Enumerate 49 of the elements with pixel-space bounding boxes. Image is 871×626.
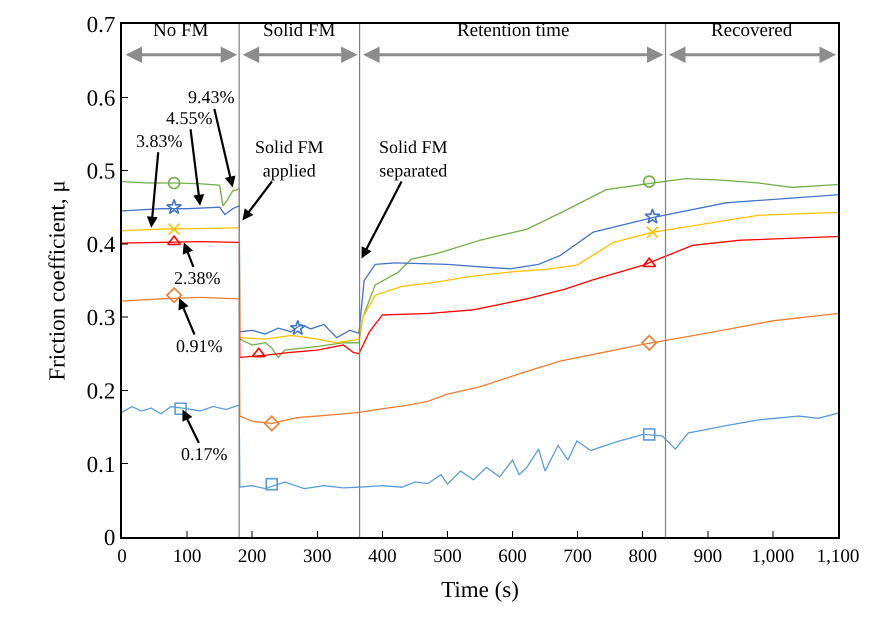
x-tick-label: 500 (433, 546, 462, 567)
x-tick-label: 100 (172, 546, 202, 567)
annotation: Retention time (457, 20, 570, 41)
annotation: 0.17% (181, 444, 228, 464)
x-tick-label: 600 (498, 546, 527, 567)
point (644, 208, 661, 224)
point (166, 287, 182, 304)
x-tick-label: 900 (694, 546, 722, 567)
point (264, 415, 280, 432)
line-series (122, 404, 838, 490)
y-tick-label: 0.6 (86, 85, 116, 110)
y-tick-label: 0.7 (86, 12, 116, 38)
x-tick-label: 300 (303, 546, 332, 567)
annotation: 4.55% (166, 108, 212, 128)
y-tick-label: 0.1 (86, 452, 116, 477)
point (166, 198, 182, 214)
x-tick-label: 400 (368, 546, 397, 567)
point (642, 175, 656, 188)
point (290, 320, 306, 336)
point (642, 428, 656, 441)
x-tick-label: 800 (628, 546, 657, 567)
y-tick-label: 0 (104, 525, 116, 550)
x-axis-title: Time (s) (441, 576, 519, 602)
annotation: Solid FM applied (255, 137, 324, 180)
point (252, 347, 266, 358)
annotation: Recovered (711, 20, 793, 41)
point (642, 257, 656, 268)
annotation: 2.38% (174, 268, 220, 288)
point (641, 334, 658, 351)
x-tick-label: 700 (563, 546, 592, 567)
line-series (122, 236, 838, 358)
x-tick-label: 1,100 (816, 546, 860, 567)
annotation: Solid FM separated (379, 137, 448, 180)
point (168, 222, 180, 236)
annotation: 3.83% (136, 131, 182, 151)
point (168, 176, 180, 190)
y-axis-title: Friction coefficient, μ (44, 180, 70, 381)
y-tick-label: 0.4 (86, 232, 116, 257)
y-tick-label: 0.3 (86, 305, 116, 330)
point (174, 402, 187, 416)
y-tick-label: 0.2 (86, 378, 116, 404)
y-tick-label: 0.5 (86, 158, 116, 184)
point (166, 235, 182, 246)
point (265, 478, 278, 491)
annotation: 9.43% (188, 87, 234, 107)
point (646, 226, 659, 238)
annotation: 0.91% (176, 336, 222, 356)
x-tick-label: 200 (238, 546, 266, 567)
x-tick-label: 1,000 (752, 546, 794, 567)
